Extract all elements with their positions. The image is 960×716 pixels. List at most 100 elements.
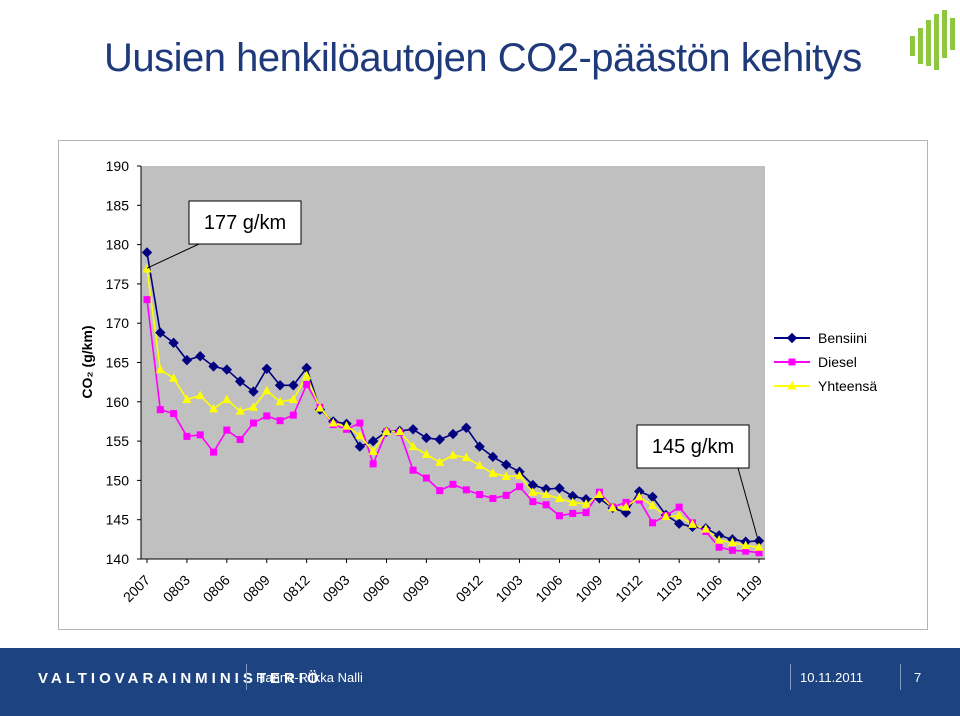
data-point (687, 519, 697, 528)
data-point (529, 498, 537, 506)
data-point (434, 434, 445, 445)
x-tick-label: 1109 (733, 572, 766, 605)
data-point (714, 535, 724, 544)
data-point (701, 524, 711, 533)
data-point (608, 502, 618, 512)
data-point (223, 426, 231, 434)
data-point (594, 489, 604, 499)
data-point (407, 424, 419, 435)
y-tick-label: 150 (106, 472, 130, 488)
data-point (303, 381, 311, 389)
data-point (315, 403, 325, 412)
data-point (755, 549, 763, 557)
data-point (196, 431, 204, 439)
data-point (155, 327, 166, 338)
footer-divider (790, 664, 791, 690)
data-point (422, 474, 430, 482)
data-point (502, 491, 510, 499)
x-tick-label: 0812 (279, 572, 312, 605)
x-tick-label: 0803 (160, 572, 193, 605)
x-tick-label: 1009 (572, 572, 605, 605)
data-point (501, 459, 512, 470)
y-axis-label: CO₂ (g/km) (79, 325, 95, 398)
data-point (475, 460, 485, 469)
legend-label: Diesel (818, 354, 857, 370)
data-point (381, 426, 391, 436)
data-point (649, 519, 657, 527)
data-point (634, 491, 644, 501)
annotation-pointer (737, 467, 760, 544)
data-point (742, 547, 750, 555)
data-point (181, 354, 193, 366)
data-point (569, 509, 577, 517)
data-point (715, 543, 723, 551)
data-point (674, 510, 684, 520)
data-point (462, 486, 470, 494)
data-point (276, 417, 284, 425)
data-point (289, 411, 297, 419)
footer-author: Hanne-Riikka Nalli (256, 670, 363, 685)
legend-label: Yhteensä (818, 378, 877, 394)
x-tick-label: 1106 (693, 572, 726, 605)
x-tick-label: 0806 (200, 572, 233, 605)
data-point (356, 419, 364, 427)
y-tick-label: 165 (106, 355, 130, 371)
data-point (461, 422, 472, 433)
data-point (421, 449, 431, 458)
data-point (367, 435, 379, 447)
data-point (249, 419, 257, 427)
x-tick-label: 2007 (120, 572, 153, 605)
data-point (369, 460, 377, 468)
y-tick-label: 160 (106, 394, 130, 410)
data-point (263, 412, 271, 420)
data-point (489, 494, 497, 502)
data-point (448, 450, 458, 459)
data-point (786, 332, 798, 344)
y-tick-label: 190 (106, 158, 130, 174)
footer-divider (900, 664, 901, 690)
annotation-box (636, 424, 750, 469)
data-point (195, 390, 205, 400)
data-point (541, 489, 551, 499)
data-point (435, 457, 445, 466)
data-point (182, 394, 192, 403)
data-point (183, 432, 191, 440)
data-point (248, 386, 259, 397)
data-point (648, 500, 658, 510)
data-point (487, 451, 499, 463)
data-point (542, 501, 550, 509)
ministry-logo-icon (910, 10, 955, 70)
x-tick-label: 0912 (452, 572, 485, 605)
data-point (754, 542, 764, 551)
data-point (436, 487, 444, 495)
x-tick-label: 0909 (399, 572, 432, 605)
data-point (355, 430, 365, 440)
x-tick-label: 1103 (653, 572, 686, 605)
data-point (354, 441, 366, 452)
data-point (449, 480, 457, 488)
data-point (261, 363, 272, 374)
data-point (515, 470, 525, 480)
data-point (581, 498, 591, 508)
data-point (288, 394, 298, 403)
data-point (208, 361, 219, 372)
y-tick-label: 145 (106, 512, 130, 528)
y-tick-label: 185 (106, 197, 130, 213)
data-point (155, 364, 165, 374)
data-point (143, 296, 151, 304)
footer-date: 10.11.2011 (800, 670, 864, 685)
y-tick-label: 155 (106, 433, 130, 449)
y-tick-label: 180 (106, 237, 130, 253)
annotation-box (188, 200, 302, 245)
data-point (395, 426, 405, 436)
data-point (582, 509, 590, 517)
data-point (461, 452, 471, 462)
x-tick-label: 0809 (240, 572, 273, 605)
footer-bar (0, 648, 960, 716)
y-tick-label: 170 (106, 315, 130, 331)
data-point (554, 483, 565, 494)
page-number: 7 (914, 670, 922, 685)
data-point (528, 487, 538, 496)
data-point (168, 337, 179, 349)
